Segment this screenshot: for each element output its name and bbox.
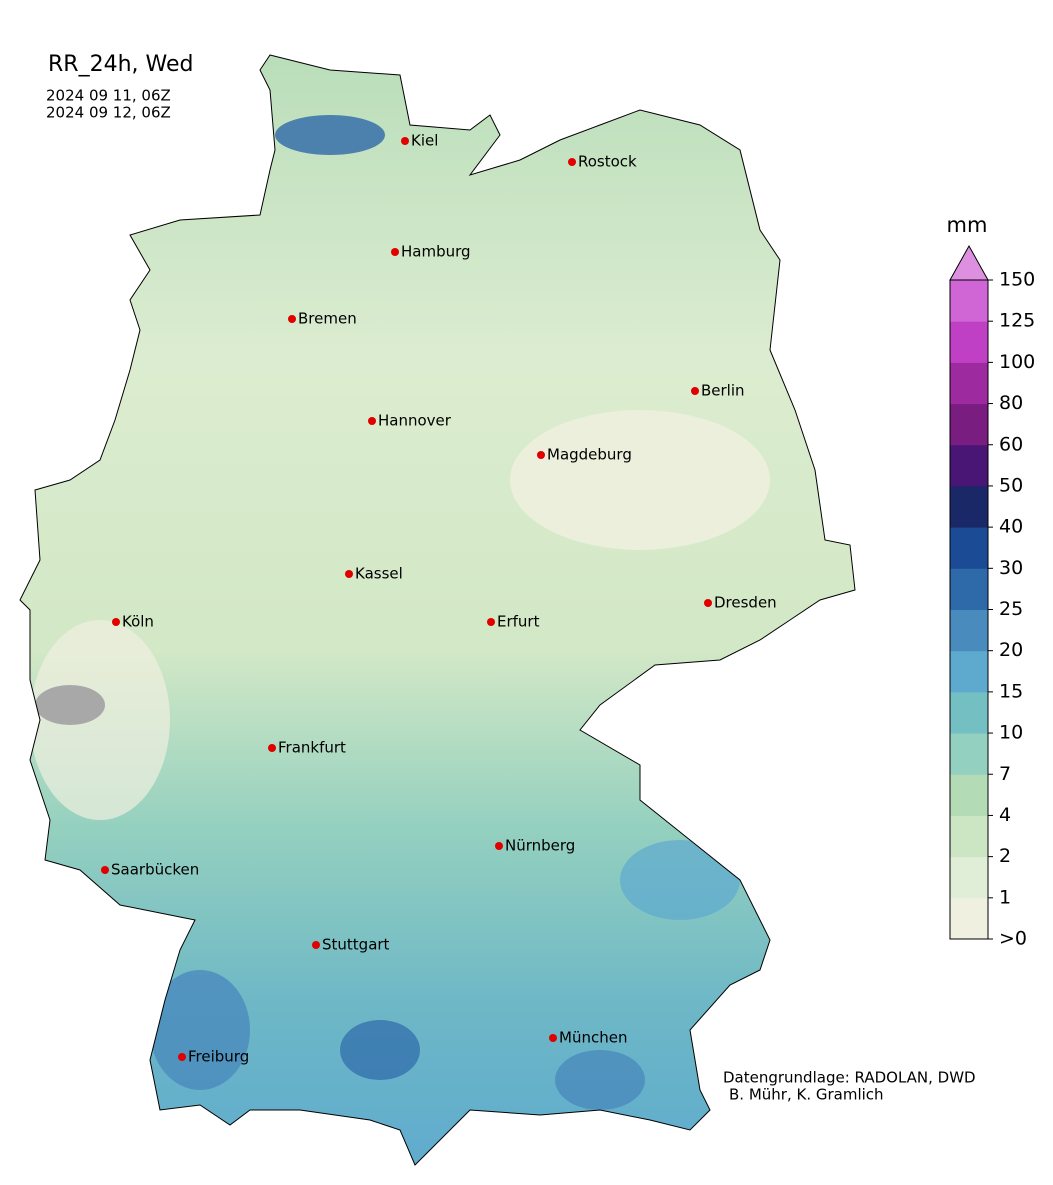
colorbar-bin bbox=[950, 815, 988, 858]
city-marker bbox=[549, 1034, 557, 1042]
city-marker bbox=[312, 941, 320, 949]
precipitation-field bbox=[20, 55, 855, 1165]
city-label: Köln bbox=[122, 613, 154, 631]
colorbar-label: 4 bbox=[999, 804, 1011, 826]
date-start: 2024 09 11, 06Z bbox=[46, 87, 171, 105]
colorbar-bin bbox=[950, 650, 988, 693]
city-marker bbox=[691, 387, 699, 395]
colorbar-extend bbox=[949, 244, 989, 281]
city-label: Saarbücken bbox=[111, 861, 199, 879]
city-marker bbox=[704, 599, 712, 607]
colorbar-label: 20 bbox=[999, 639, 1023, 661]
colorbar-bin bbox=[950, 485, 988, 528]
city-label: Dresden bbox=[714, 594, 777, 612]
colorbar-unit: mm bbox=[947, 213, 988, 237]
colorbar-bin bbox=[950, 897, 988, 940]
cities: Kiel Rostock Hamburg Bremen Berlin Hannover Ma… bbox=[101, 132, 777, 1066]
colorbar: >0 1 2 4 7 10 15 20 25 30 40 50 60 80 100 125 150 bbox=[949, 244, 1035, 950]
city-marker bbox=[112, 618, 120, 626]
credit: B. Mühr, K. Gramlich bbox=[729, 1086, 884, 1104]
colorbar-label: 40 bbox=[999, 516, 1023, 538]
city-label: Nürnberg bbox=[505, 837, 575, 855]
colorbar-label: 30 bbox=[999, 557, 1023, 579]
colorbar-label: 60 bbox=[999, 433, 1023, 455]
city-marker bbox=[101, 866, 109, 874]
colorbar-label: >0 bbox=[999, 928, 1027, 950]
colorbar-bin bbox=[950, 321, 988, 363]
city-label: Rostock bbox=[578, 153, 637, 171]
colorbar-bin bbox=[950, 280, 988, 322]
colorbar-bin bbox=[950, 444, 988, 487]
colorbar-bin bbox=[950, 527, 988, 569]
city-label: Hannover bbox=[378, 412, 452, 430]
city-label: Erfurt bbox=[497, 613, 540, 631]
city-label: Hamburg bbox=[401, 243, 471, 261]
city-marker bbox=[391, 248, 399, 256]
colorbar-label: 125 bbox=[999, 310, 1035, 332]
colorbar-label: 10 bbox=[999, 722, 1023, 744]
colorbar-bin bbox=[950, 856, 988, 899]
city-label: München bbox=[559, 1029, 627, 1047]
city-marker bbox=[495, 842, 503, 850]
city-label: Stuttgart bbox=[322, 936, 390, 954]
colorbar-bin bbox=[950, 609, 988, 652]
colorbar-bin bbox=[950, 774, 988, 816]
city-label: Frankfurt bbox=[278, 739, 346, 757]
colorbar-bin bbox=[950, 362, 988, 405]
city-marker bbox=[345, 570, 353, 578]
colorbar-bin bbox=[950, 568, 988, 610]
city-label: Bremen bbox=[298, 310, 357, 328]
city-label: Magdeburg bbox=[547, 446, 632, 464]
city-marker bbox=[568, 158, 576, 166]
city-label: Kassel bbox=[355, 565, 403, 583]
city-marker bbox=[368, 417, 376, 425]
colorbar-bin bbox=[950, 733, 988, 775]
city-marker bbox=[178, 1053, 186, 1061]
colorbar-label: 25 bbox=[999, 598, 1023, 620]
city-label: Berlin bbox=[701, 382, 745, 400]
credit: Datengrundlage: RADOLAN, DWD bbox=[723, 1069, 976, 1087]
colorbar-label: 2 bbox=[999, 845, 1011, 867]
colorbar-bin bbox=[950, 403, 988, 446]
city-marker bbox=[487, 618, 495, 626]
city-marker bbox=[401, 137, 409, 145]
colorbar-label: 50 bbox=[999, 474, 1023, 496]
colorbar-label: 1 bbox=[999, 886, 1011, 908]
city-marker bbox=[288, 315, 296, 323]
city-marker bbox=[268, 744, 276, 752]
date-end: 2024 09 12, 06Z bbox=[46, 104, 171, 122]
city-label: Kiel bbox=[411, 132, 438, 150]
colorbar-label: 150 bbox=[999, 269, 1035, 291]
colorbar-label: 7 bbox=[999, 763, 1011, 785]
colorbar-bin bbox=[950, 691, 988, 734]
colorbar-label: 80 bbox=[999, 392, 1023, 414]
colorbar-label: 100 bbox=[999, 351, 1035, 373]
colorbar-label: 15 bbox=[999, 680, 1023, 702]
map-title: RR_24h, Wed bbox=[48, 52, 193, 77]
city-label: Freiburg bbox=[188, 1048, 249, 1066]
city-marker bbox=[537, 451, 545, 459]
